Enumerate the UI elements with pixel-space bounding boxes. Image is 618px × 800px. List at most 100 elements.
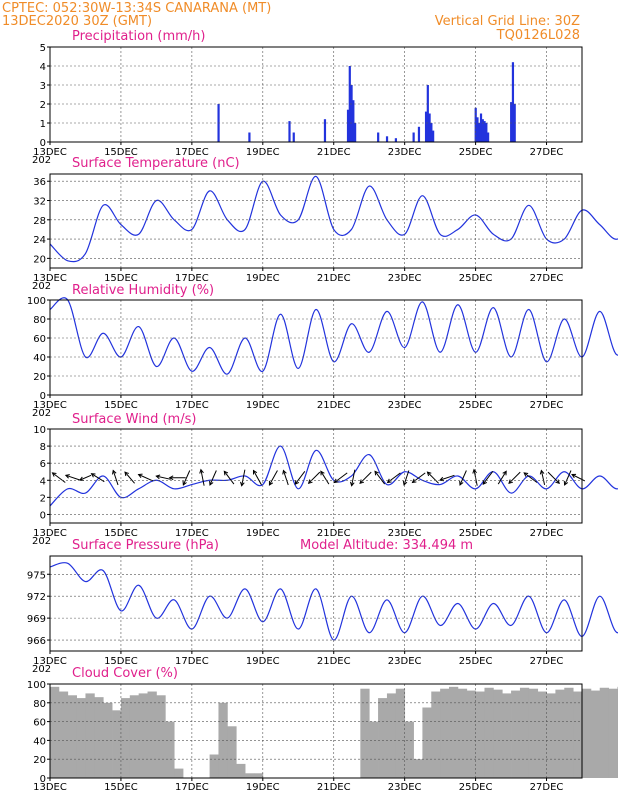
cloud-bar [466, 690, 476, 778]
x-tick-label: 25DEC [459, 528, 493, 539]
x-tick-label: 25DEC [459, 147, 493, 158]
precip-bar [510, 102, 513, 142]
precip-bar [485, 123, 488, 142]
wind-arrow [472, 468, 478, 486]
wind-arrow-shaft [320, 471, 330, 485]
wind-arrow-head [64, 474, 70, 479]
cloud-bar [404, 721, 414, 778]
wind-arrow-head [439, 476, 445, 482]
panel-frame [49, 428, 583, 524]
x-tick-label: 15DEC [104, 528, 138, 539]
x-tick-label: 23DEC [388, 656, 422, 667]
precip-bar [476, 117, 479, 142]
wind-arrow [137, 473, 154, 482]
wind-arrow-shaft [79, 474, 92, 481]
y-tick-label: 0 [40, 510, 46, 521]
x-tick-label: 15DEC [104, 656, 138, 667]
panel-title: Cloud Cover (%) [72, 666, 178, 681]
y-tick-label: 10 [33, 425, 46, 436]
x-tick-label: 21DEC [317, 273, 351, 284]
wind-arrow [223, 470, 235, 485]
wind-arrow [78, 474, 92, 481]
precip-bar [248, 132, 251, 142]
cloud-bar [94, 697, 104, 778]
wind-arrow [124, 471, 135, 484]
y-tick-label: 0 [40, 138, 46, 149]
wind-arrow-shaft [523, 472, 538, 483]
cloud-bar [378, 698, 388, 778]
y-tick-label: 8 [40, 442, 46, 453]
precip-bar [432, 130, 435, 142]
y-tick-label: 36 [33, 177, 46, 188]
cloud-bar [608, 688, 618, 778]
wind-arrow [320, 470, 330, 485]
wind-arrow-shaft [359, 471, 372, 484]
wind-arrow-shaft [564, 470, 572, 486]
wind-arrow-head [563, 480, 569, 486]
panel-3: Relative Humidity (%) 0 20 40 60 80 100 13DEC 15… [27, 283, 618, 419]
x-tick-label: 25DEC [459, 400, 493, 411]
panel-frame [49, 299, 583, 396]
precip-bar [412, 132, 415, 142]
wind-arrow-head [320, 470, 325, 476]
x-year-fragment: 202 [32, 408, 51, 419]
cloud-bar [138, 693, 148, 778]
precip-bar [417, 126, 421, 142]
precip-bar [352, 100, 355, 142]
wind-arrow-shaft [334, 472, 348, 483]
cloud-bar [493, 689, 503, 778]
cloud-bar [413, 759, 423, 778]
cloud-bar [112, 710, 122, 778]
y-tick-label: 20 [33, 372, 46, 383]
wind-arrow-head [209, 480, 214, 486]
wind-arrow-head [137, 473, 143, 478]
x-tick-label: 17DEC [175, 147, 209, 158]
wind-arrow-head [51, 472, 57, 477]
wind-arrow-shaft [459, 470, 467, 486]
wind-arrow [112, 469, 119, 486]
wind-arrow [539, 469, 546, 486]
x-tick-label: 17DEC [175, 528, 209, 539]
wind-arrow-shaft [547, 471, 560, 484]
precip-bar [478, 123, 481, 142]
precip-bar [292, 132, 295, 142]
x-tick-label: 15DEC [104, 147, 138, 158]
wind-arrow [426, 471, 439, 484]
precip-bar [481, 119, 484, 142]
series-line [49, 445, 618, 507]
y-tick-label: 60 [33, 334, 46, 345]
y-tick-label: 0 [40, 774, 46, 785]
cloud-bar [236, 763, 246, 778]
y-tick-label: 32 [33, 197, 46, 208]
x-year-fragment: 202 [32, 281, 51, 292]
x-tick-label: 17DEC [175, 273, 209, 284]
x-tick-label: 17DEC [175, 656, 209, 667]
x-tick-label: 21DEC [317, 656, 351, 667]
x-tick-label: 27DEC [530, 782, 564, 793]
cloud-bar [546, 693, 556, 778]
cloud-bar [369, 721, 379, 778]
wind-arrow [168, 475, 186, 481]
wind-arrow [359, 471, 372, 485]
y-tick-label: 975 [27, 570, 46, 581]
panel-5: Surface Pressure (hPa) Model Altitude: 33… [27, 538, 618, 675]
wind-arrow-shaft [571, 474, 586, 482]
wind-arrow [252, 469, 262, 486]
precip-bar [323, 119, 327, 142]
x-tick-label: 19DEC [246, 528, 280, 539]
wind-arrow-head [402, 480, 408, 486]
x-tick-label: 19DEC [246, 147, 280, 158]
cloud-bar [582, 688, 592, 778]
cloud-bar [129, 695, 140, 778]
x-tick-label: 19DEC [246, 400, 280, 411]
x-tick-label: 17DEC [175, 782, 209, 793]
precip-bar [394, 138, 397, 142]
panel-frame [49, 46, 583, 143]
cloud-bar [76, 698, 86, 778]
cloud-bar [50, 686, 60, 778]
wind-arrow [155, 474, 171, 480]
x-tick-label: 21DEC [317, 528, 351, 539]
wind-arrow-shaft [65, 474, 81, 481]
y-tick-label: 1 [40, 119, 46, 130]
